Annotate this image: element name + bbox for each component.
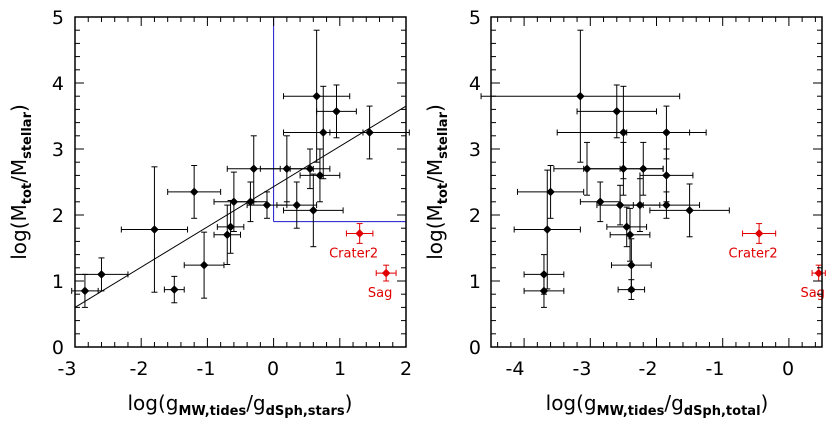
- left-data-points: Crater2 Sag: [71, 17, 410, 308]
- data-point: [539, 286, 549, 296]
- data-point: [305, 164, 315, 174]
- data-point: [249, 164, 259, 174]
- right-ticks: [491, 16, 822, 348]
- right-x-axis-label: log(gMW,tides/gdSph,total): [546, 391, 769, 419]
- x-tick-label: 2: [400, 358, 412, 380]
- data-point: [662, 200, 671, 210]
- x-tick-label: -3: [573, 358, 592, 380]
- x-tick-label: -2: [639, 358, 658, 380]
- x-tick-label: 0: [267, 358, 279, 380]
- data-point: [619, 128, 628, 137]
- data-point: [638, 164, 648, 174]
- y-tick-label: 4: [52, 73, 64, 95]
- y-tick-label: 1: [52, 271, 64, 293]
- left-y-axis-label: log(Mtot/Mstellar): [7, 104, 35, 260]
- highlight-point-sag-label: Sag: [368, 286, 392, 301]
- left-ticks: [74, 16, 407, 348]
- y-tick-label: 4: [469, 73, 481, 95]
- data-point: [576, 91, 585, 101]
- data-point: [199, 260, 209, 270]
- data-point: [626, 260, 636, 270]
- right-panel: Crater2 Sag -4 -3 -2 -1 0 0 1 2 3 4 5 log…: [423, 7, 826, 419]
- right-y-tick-labels: 0 1 2 3 4 5: [469, 7, 481, 359]
- left-x-tick-labels: -3 -2 -1 0 1 2: [58, 358, 413, 380]
- data-point: [365, 128, 374, 137]
- y-tick-label: 2: [469, 205, 481, 227]
- x-tick-label: -1: [706, 358, 725, 380]
- right-y-axis-label: log(Mtot/Mstellar): [423, 104, 451, 260]
- data-point: [612, 107, 622, 116]
- data-point: [150, 225, 159, 234]
- data-point: [292, 200, 302, 210]
- left-y-tick-labels: 0 1 2 3 4 5: [52, 7, 64, 359]
- left-x-axis-label: log(gMW,tides/gdSph,stars): [128, 391, 353, 419]
- highlight-point-crater2-label: Crater2: [329, 246, 378, 261]
- x-tick-label: -2: [130, 358, 149, 380]
- right-data-points: Crater2 Sag: [480, 29, 826, 308]
- data-point: [282, 164, 292, 174]
- y-tick-label: 1: [469, 271, 481, 293]
- data-point: [542, 225, 552, 234]
- y-tick-label: 0: [469, 337, 481, 359]
- highlight-point-crater2: [754, 229, 764, 238]
- highlight-point-crater2: [355, 229, 365, 238]
- highlight-point-crater2-label: Crater2: [729, 246, 778, 261]
- data-point: [662, 171, 671, 180]
- left-panel: Crater2 Sag -3 -2 -1 0 1 2 0 1 2 3 4 5 lo…: [7, 7, 412, 419]
- x-tick-label: -4: [506, 358, 525, 380]
- x-tick-label: -1: [197, 358, 216, 380]
- data-point: [315, 171, 325, 180]
- right-x-tick-labels: -4 -3 -2 -1 0: [506, 358, 795, 380]
- data-point: [246, 197, 255, 207]
- data-point: [318, 128, 328, 137]
- y-tick-label: 3: [469, 139, 481, 161]
- y-tick-label: 5: [469, 7, 481, 29]
- x-tick-label: -3: [58, 358, 77, 380]
- data-point: [626, 285, 636, 294]
- data-point: [226, 222, 235, 232]
- data-point: [80, 286, 90, 296]
- data-point: [622, 222, 632, 232]
- y-tick-label: 5: [52, 7, 64, 29]
- data-point: [189, 187, 199, 197]
- data-point: [169, 285, 179, 294]
- highlight-point-sag-label: Sag: [800, 286, 824, 301]
- data-point: [595, 197, 605, 207]
- data-point: [546, 187, 555, 197]
- data-point: [685, 206, 694, 215]
- data-point: [662, 128, 671, 137]
- data-point: [332, 107, 341, 116]
- fit-line: [74, 105, 407, 308]
- y-tick-label: 0: [52, 337, 64, 359]
- x-tick-label: 1: [334, 358, 346, 380]
- data-point: [262, 200, 272, 210]
- data-point: [97, 270, 106, 279]
- data-point: [312, 91, 321, 101]
- data-point: [625, 230, 635, 240]
- x-tick-label: 0: [782, 358, 794, 380]
- y-tick-label: 2: [52, 205, 64, 227]
- right-plot-frame: [490, 16, 823, 348]
- data-point: [308, 206, 318, 215]
- data-point: [222, 230, 232, 240]
- highlight-point-sag: [381, 268, 391, 278]
- y-tick-label: 3: [52, 139, 64, 161]
- left-plot-frame: [74, 16, 407, 348]
